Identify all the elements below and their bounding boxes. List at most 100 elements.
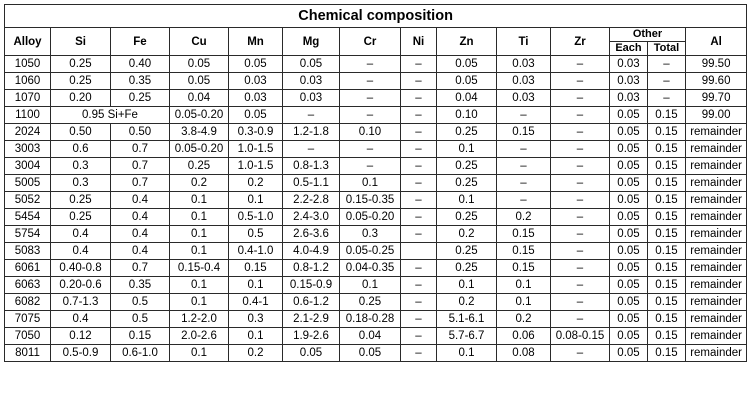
cell-ni: – (400, 276, 437, 294)
cell-mn: 0.2 (228, 174, 283, 192)
cell-zn: 0.04 (436, 89, 497, 107)
cell-fe: 0.7 (110, 157, 170, 175)
cell-mn: 0.05 (228, 55, 283, 73)
cell-other-total: 0.15 (647, 208, 686, 226)
cell-other-total: 0.15 (647, 157, 686, 175)
cell-zr: – (550, 157, 610, 175)
cell-other-each: 0.05 (609, 174, 648, 192)
cell-al: remainder (684, 123, 748, 141)
cell-al: 99.70 (684, 89, 748, 107)
cell-mg: 0.6-1.2 (282, 293, 340, 311)
cell-cu: 0.25 (169, 157, 229, 175)
cell-alloy: 6063 (4, 276, 51, 294)
cell-mn: 0.03 (228, 89, 283, 107)
cell-al: 99.50 (684, 55, 748, 73)
cell-fe: 0.5 (110, 310, 170, 328)
cell-al: remainder (684, 208, 748, 226)
cell-cr: 0.05-0.25 (339, 242, 401, 260)
cell-alloy: 8011 (4, 344, 51, 362)
cell-cr: 0.1 (339, 174, 401, 192)
cell-other-total: 0.15 (647, 191, 686, 209)
cell-mn: 0.1 (228, 191, 283, 209)
cell-mn: 0.5 (228, 225, 283, 243)
table-row: 7075 0.4 0.5 1.2-2.0 0.3 2.1-2.9 0.18-0.28–5.1… (4, 310, 748, 328)
table-row: 5083 0.4 0.4 0.1 0.4-1.0 4.0-4.9 0.05-0.25 0.25… (4, 242, 748, 260)
table-row: 3003 0.6 0.7 0.05-0.20 1.0-1.5– – –0.1– –0.05 0.… (4, 140, 748, 158)
cell-mg: 2.4-3.0 (282, 208, 340, 226)
cell-cr: 0.3 (339, 225, 401, 243)
cell-ni: – (400, 344, 437, 362)
cell-mn: 0.5-1.0 (228, 208, 283, 226)
cell-si: 0.50 (50, 123, 111, 141)
cell-fe: 0.4 (110, 225, 170, 243)
cell-cu: 2.0-2.6 (169, 327, 229, 345)
cell-zn: 0.25 (436, 259, 497, 277)
table-row: 6061 0.40-0.8 0.7 0.15-0.4 0.15 0.8-1.2 0.04-0… (4, 259, 748, 277)
cell-cu: 0.05 (169, 55, 229, 73)
cell-al: remainder (684, 140, 748, 158)
cell-cr: – (339, 55, 401, 73)
cell-zr: – (550, 123, 610, 141)
cell-si: 0.20 (50, 89, 111, 107)
table-row: 5454 0.25 0.4 0.1 0.5-1.0 2.4-3.0 0.05-0.20–0.… (4, 208, 748, 226)
table-row: 5052 0.25 0.4 0.1 0.1 2.2-2.8 0.15-0.35–0.1– –0… (4, 191, 748, 209)
header-al: Al (684, 27, 748, 56)
header-alloy: Alloy (4, 27, 51, 56)
cell-other-each: 0.05 (609, 191, 648, 209)
cell-fe: 0.7 (110, 174, 170, 192)
cell-si: 0.40-0.8 (50, 259, 111, 277)
cell-zr: – (550, 106, 610, 124)
table-row: 1050 0.25 0.40 0.05 0.05 0.05– –0.05 0.03–0.03–… (4, 55, 748, 73)
header-ni: Ni (400, 27, 437, 56)
cell-mg: 0.03 (282, 89, 340, 107)
cell-cu: 0.05 (169, 72, 229, 90)
cell-ni: – (400, 191, 437, 209)
cell-alloy: 2024 (4, 123, 51, 141)
cell-ni (400, 242, 437, 260)
cell-other-each: 0.05 (609, 344, 648, 362)
cell-ni: – (400, 174, 437, 192)
cell-mn: 0.2 (228, 344, 283, 362)
cell-zn: 0.1 (436, 191, 497, 209)
cell-alloy: 5454 (4, 208, 51, 226)
header-other-total: Total (647, 41, 686, 56)
cell-mg: 4.0-4.9 (282, 242, 340, 260)
cell-fe: 0.5 (110, 293, 170, 311)
cell-mn: 0.4-1.0 (228, 242, 283, 260)
cell-ti: 0.15 (496, 242, 551, 260)
cell-other-each: 0.05 (609, 293, 648, 311)
cell-alloy: 1050 (4, 55, 51, 73)
cell-alloy: 7075 (4, 310, 51, 328)
cell-mg: 0.03 (282, 72, 340, 90)
cell-alloy: 1100 (4, 106, 51, 124)
table-row: 3004 0.3 0.7 0.25 1.0-1.5 0.8-1.3– –0.25– –0.05… (4, 157, 748, 175)
cell-mn: 0.4-1 (228, 293, 283, 311)
table-row: 1070 0.20 0.25 0.04 0.03 0.03– –0.04 0.03–0.03–… (4, 89, 748, 107)
cell-mn: 0.15 (228, 259, 283, 277)
cell-zr: – (550, 89, 610, 107)
cell-fe: 0.50 (110, 123, 170, 141)
cell-other-total: 0.15 (647, 242, 686, 260)
cell-cr: – (339, 157, 401, 175)
cell-other-each: 0.05 (609, 276, 648, 294)
cell-ni: – (400, 208, 437, 226)
header-fe: Fe (110, 27, 170, 56)
cell-fe: 0.7 (110, 259, 170, 277)
cell-ni: – (400, 140, 437, 158)
cell-other-each: 0.05 (609, 259, 648, 277)
cell-ni: – (400, 310, 437, 328)
cell-alloy: 5052 (4, 191, 51, 209)
cell-alloy: 6061 (4, 259, 51, 277)
cell-ti: 0.15 (496, 123, 551, 141)
table-row: 6063 0.20-0.6 0.35 0.1 0.1 0.15-0.9 0.1–0.1 0.1… (4, 276, 748, 294)
header-cu: Cu (169, 27, 229, 56)
header-zn: Zn (436, 27, 497, 56)
chemical-composition-table: Chemical composition Alloy Si Fe Cu Mn M… (3, 4, 748, 362)
cell-zr: – (550, 140, 610, 158)
cell-ti: 0.1 (496, 276, 551, 294)
cell-zn: 0.25 (436, 242, 497, 260)
cell-mn: 0.1 (228, 327, 283, 345)
cell-ni: – (400, 55, 437, 73)
cell-cr: 0.04-0.35 (339, 259, 401, 277)
cell-other-total: 0.15 (647, 276, 686, 294)
